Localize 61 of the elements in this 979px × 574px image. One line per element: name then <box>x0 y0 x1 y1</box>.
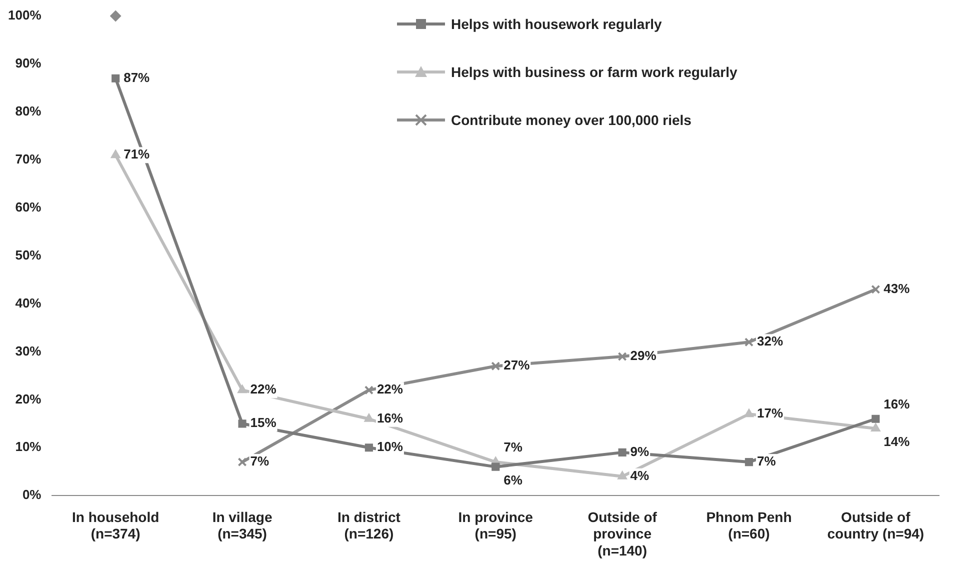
y-tick-label: 80% <box>15 104 42 118</box>
data-label: 15% <box>250 415 277 430</box>
y-tick-label: 20% <box>15 391 42 406</box>
data-label: 17% <box>756 406 784 421</box>
y-tick-label: 30% <box>15 343 42 358</box>
data-label: 22% <box>376 382 404 397</box>
y-tick-label: 60% <box>15 199 42 214</box>
x-tick-label: Phnom Penh (n=60) <box>706 508 792 542</box>
data-label: 27% <box>504 358 530 373</box>
point <box>871 284 880 294</box>
point <box>238 457 247 467</box>
data-label: 87% <box>124 70 150 85</box>
data-label: 7% <box>250 454 270 469</box>
point <box>617 470 628 480</box>
point <box>112 74 120 82</box>
point <box>744 338 754 347</box>
point <box>364 386 374 395</box>
point <box>491 362 500 371</box>
data-label: 16% <box>376 410 404 426</box>
point <box>618 352 627 362</box>
y-tick-label: 0% <box>22 487 42 502</box>
data-label: 14% <box>884 434 910 450</box>
point <box>870 422 880 432</box>
data-label: 10% <box>376 439 404 454</box>
data-label: 71% <box>124 146 150 162</box>
data-label: 16% <box>884 396 910 412</box>
y-tick-label: 100% <box>8 8 42 23</box>
point <box>110 10 122 22</box>
legend-label: Contribute money over 100,000 riels <box>451 112 692 128</box>
data-label: 6% <box>504 472 523 488</box>
x-tick-label: Outside of province (n=140) <box>588 508 658 558</box>
legend-label: Helps with housework regularly <box>451 16 662 32</box>
y-tick-label: 10% <box>15 439 42 454</box>
point <box>744 408 754 418</box>
x-tick-label: In village (n=345) <box>212 508 272 542</box>
y-tick-label: 90% <box>15 56 42 71</box>
y-tick-label: 70% <box>15 151 42 166</box>
x-tick-label: In household (n=374) <box>72 508 160 542</box>
point <box>492 462 500 471</box>
data-label: 9% <box>630 444 650 460</box>
point <box>110 150 120 158</box>
data-label: 29% <box>630 348 657 364</box>
point <box>238 420 246 428</box>
point <box>364 444 373 452</box>
data-label: 22% <box>250 382 277 397</box>
point <box>364 413 374 422</box>
point <box>618 448 626 456</box>
data-label: 7% <box>756 454 776 469</box>
y-tick-label: 50% <box>15 247 42 262</box>
data-label: 4% <box>630 468 650 483</box>
point <box>872 414 880 423</box>
legend-label: Helps with business or farm work regularly <box>451 64 738 80</box>
y-tick-label: 40% <box>15 295 42 310</box>
x-tick-label: Outside of country (n=94) <box>827 508 924 542</box>
data-label: 32% <box>756 334 784 349</box>
point <box>744 458 754 466</box>
x-tick-label: In district (n=126) <box>337 508 401 542</box>
point <box>237 384 248 394</box>
x-tick-label: In province (n=95) <box>458 508 534 542</box>
data-label: 7% <box>504 440 523 455</box>
data-label: 43% <box>884 280 910 296</box>
